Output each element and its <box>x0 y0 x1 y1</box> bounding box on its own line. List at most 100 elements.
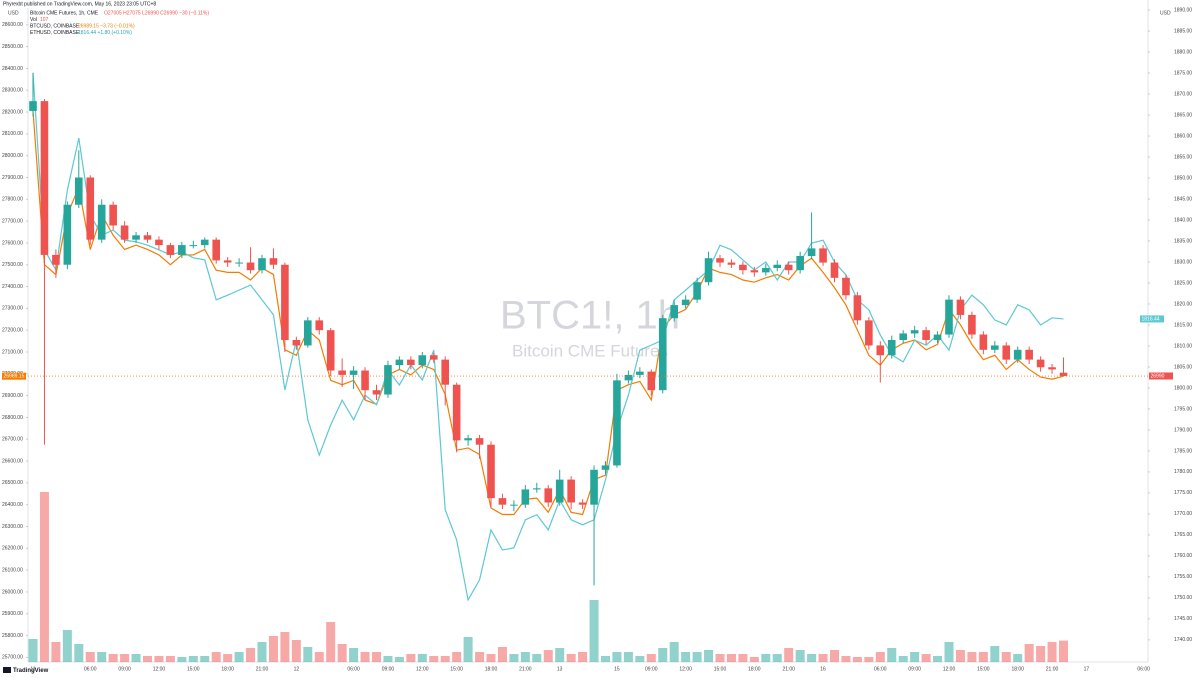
candle-body <box>956 299 965 315</box>
y-tick-label: 27200.00 <box>2 328 23 334</box>
x-tick-label: 18:00 <box>1011 666 1024 672</box>
volume-bar <box>429 656 439 662</box>
candle-body <box>97 204 106 240</box>
candle-body <box>716 258 724 263</box>
volume-bar <box>1047 642 1057 662</box>
x-tick-label: 21:00 <box>782 666 795 672</box>
volume-bar <box>74 644 84 662</box>
candle-body <box>326 330 335 371</box>
y-tick-label: 25800.00 <box>2 633 23 639</box>
volume-bar <box>28 639 38 662</box>
y-tick-label: 27700.00 <box>2 218 23 224</box>
volume-bar <box>532 654 542 662</box>
y-tick-label: 26700.00 <box>2 437 23 443</box>
volume-bar <box>864 657 874 662</box>
candle-body <box>155 239 163 246</box>
y-tick-label: 28300.00 <box>2 88 23 94</box>
candle-body <box>292 339 301 346</box>
volume-bar <box>623 652 633 662</box>
y2-tick-label: 1805.00 <box>1174 364 1192 370</box>
x-tick-label: 13 <box>557 666 563 672</box>
volume-bar <box>234 652 244 662</box>
volume-bar <box>440 656 450 662</box>
legend-volume-value: 107 <box>40 17 49 23</box>
y2-tick-label: 1790.00 <box>1174 427 1192 433</box>
x-tick-label: 06:00 <box>347 666 360 672</box>
volume-bar <box>211 652 221 662</box>
y-tick-label: 28400.00 <box>2 66 23 72</box>
x-tick-label: 18:00 <box>748 666 761 672</box>
candle-body <box>315 320 324 331</box>
volume-bar <box>887 648 897 662</box>
x-tick-label: 12:00 <box>943 666 956 672</box>
logo-icon <box>3 667 11 673</box>
x-tick-label: 12:00 <box>153 666 166 672</box>
candle-body <box>109 204 117 226</box>
x-tick-label: 11 <box>30 666 35 672</box>
volume-bar <box>246 648 256 662</box>
volume-bar <box>143 656 152 662</box>
y2-tick-label: 1860.00 <box>1174 133 1192 139</box>
volume-bar <box>875 652 885 662</box>
volume-bar <box>360 652 370 662</box>
x-tick-label: 15 <box>614 666 620 672</box>
volume-bar <box>841 656 851 662</box>
candle-body <box>647 371 656 391</box>
candle-body <box>281 264 289 340</box>
candle-body <box>739 264 747 271</box>
candle-body <box>258 258 266 271</box>
candle-body <box>1025 349 1033 360</box>
y-tick-label: 28100.00 <box>2 131 23 137</box>
candle-body <box>773 264 782 269</box>
x-tick-label: 06:00 <box>874 666 887 672</box>
volume-bar <box>406 654 416 662</box>
candle-body <box>189 245 198 247</box>
y-tick-label: 26200.00 <box>2 546 23 552</box>
candle-body <box>704 258 713 283</box>
candle-body <box>407 359 415 366</box>
y2-tick-label: 1775.00 <box>1174 490 1192 496</box>
candle-body <box>75 177 83 205</box>
candle-body <box>349 370 358 375</box>
candle-body <box>842 277 850 296</box>
candle-body <box>63 204 72 265</box>
candle-body <box>498 498 507 505</box>
x-tick-label: 18:00 <box>485 666 498 672</box>
volume-bar <box>978 652 988 662</box>
x-tick-label: 21:00 <box>1046 666 1059 672</box>
candle-body <box>86 177 95 240</box>
candle-body <box>819 248 827 263</box>
x-tick-label: 09:00 <box>645 666 658 672</box>
watermark-title: BTC1!, 1h <box>500 294 680 338</box>
y2-tick-label: 1755.00 <box>1174 574 1192 580</box>
candle-body <box>395 359 404 366</box>
volume-bar <box>223 654 233 662</box>
volume-bar <box>898 656 908 662</box>
volume-bar <box>257 642 267 662</box>
right-unit: USD <box>1160 10 1171 16</box>
candle-body <box>636 371 644 375</box>
volume-bar <box>165 656 175 662</box>
candle-body <box>979 334 988 350</box>
candle-body <box>510 504 518 506</box>
volume-bar <box>452 652 462 662</box>
volume-bar <box>509 654 519 662</box>
candle-body <box>1059 372 1068 376</box>
close-tag-bg <box>1149 372 1173 380</box>
y2-tick-label: 1830.00 <box>1174 259 1192 265</box>
x-tick-label: 15:00 <box>714 666 727 672</box>
left-unit: USD <box>8 10 19 16</box>
volume-bar <box>97 652 107 662</box>
volume-bar <box>1036 646 1046 662</box>
y2-tick-label: 1840.00 <box>1174 217 1192 223</box>
candle-body <box>796 256 804 271</box>
volume-bar <box>601 656 610 662</box>
candle-body <box>1002 345 1011 360</box>
volume-bar <box>394 657 404 662</box>
x-tick-label: 06:00 <box>1137 666 1150 672</box>
watermark-subtitle: Bitcoin CME Futures <box>512 341 668 360</box>
x-tick-label: 21:00 <box>256 666 269 672</box>
y2-tick-label: 1825.00 <box>1174 280 1192 286</box>
volume-bar <box>303 647 313 662</box>
candle-body <box>613 380 621 466</box>
